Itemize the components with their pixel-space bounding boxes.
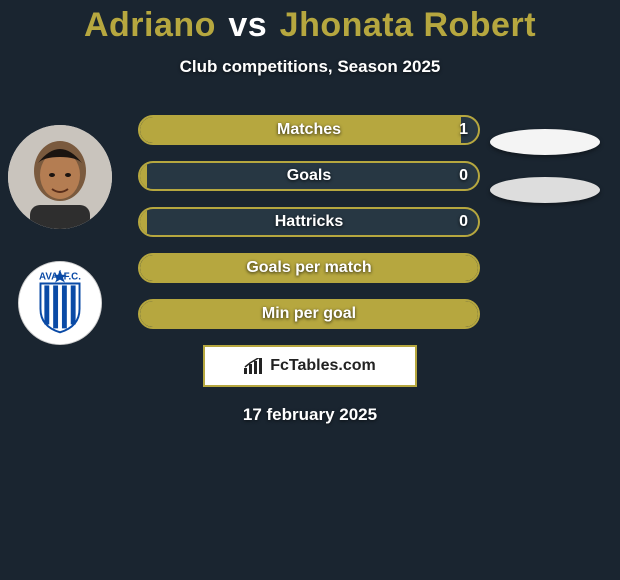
vs-word: vs (228, 6, 267, 44)
stat-value: 0 (459, 163, 468, 189)
avai-fc-badge-icon: AVAÍ F.C. (19, 261, 101, 345)
content-area: AVAÍ F.C. Matches1Goals0Hattricks0Goals … (0, 115, 620, 425)
stat-label: Goals per match (140, 255, 478, 281)
stat-row: Goals0 (138, 161, 480, 191)
side-indicator-2 (490, 177, 600, 203)
watermark-text: FcTables.com (270, 357, 376, 375)
subtitle: Club competitions, Season 2025 (0, 57, 620, 77)
club-badge-avatar: AVAÍ F.C. (18, 261, 102, 345)
player2-name: Jhonata Robert (280, 6, 536, 44)
stat-value: 1 (459, 117, 468, 143)
date-line: 17 february 2025 (0, 405, 620, 425)
bar-chart-icon (244, 358, 264, 374)
side-indicator-1 (490, 129, 600, 155)
stat-label: Matches (140, 117, 478, 143)
player1-name: Adriano (84, 6, 216, 44)
stat-label: Goals (140, 163, 478, 189)
stat-row: Goals per match (138, 253, 480, 283)
stat-rows: Matches1Goals0Hattricks0Goals per matchM… (138, 115, 480, 329)
watermark: FcTables.com (203, 345, 417, 387)
stat-row: Min per goal (138, 299, 480, 329)
player1-avatar (8, 125, 112, 229)
stat-row: Hattricks0 (138, 207, 480, 237)
stat-label: Min per goal (140, 301, 478, 327)
player1-photo-placeholder (8, 125, 112, 229)
stat-row: Matches1 (138, 115, 480, 145)
stat-value: 0 (459, 209, 468, 235)
comparison-title: Adriano vs Jhonata Robert (0, 0, 620, 45)
stat-label: Hattricks (140, 209, 478, 235)
